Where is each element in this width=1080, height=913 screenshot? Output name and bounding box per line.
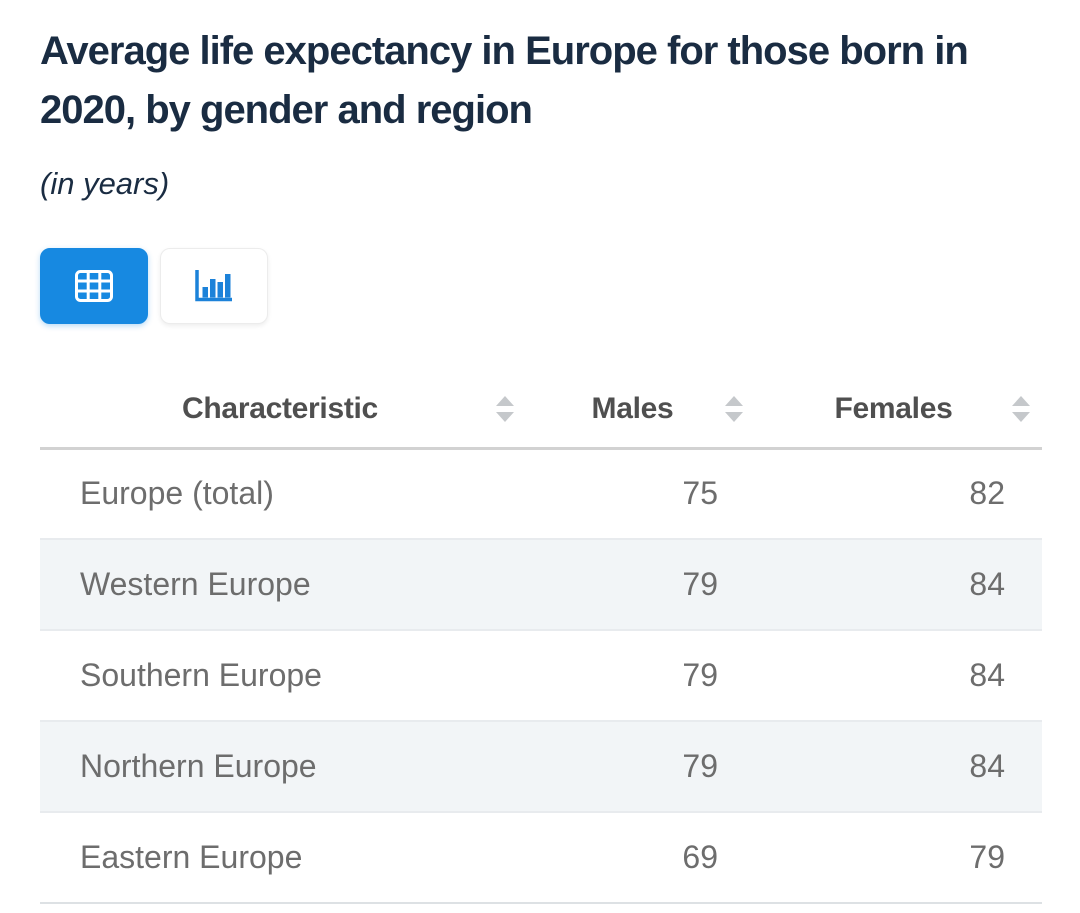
table-row: Northern Europe 79 84 bbox=[40, 721, 1042, 813]
characteristic-cell: Southern Europe bbox=[40, 630, 520, 722]
chart-view-button[interactable] bbox=[160, 248, 268, 324]
table-row: Southern Europe 79 84 bbox=[40, 630, 1042, 722]
males-value-cell: 79 bbox=[520, 539, 745, 631]
characteristic-cell: Europe (total) bbox=[40, 448, 520, 540]
females-value-cell: 84 bbox=[745, 539, 1042, 631]
males-value-cell: 79 bbox=[520, 630, 745, 722]
table-body: Europe (total) 75 82 Western Europe 79 8… bbox=[40, 448, 1042, 904]
table-row: Europe (total) 75 82 bbox=[40, 448, 1042, 540]
males-value-cell: 79 bbox=[520, 721, 745, 813]
table-row: Western Europe 79 84 bbox=[40, 539, 1042, 631]
page-title: Average life expectancy in Europe for th… bbox=[40, 29, 969, 132]
females-value-cell: 84 bbox=[745, 721, 1042, 813]
females-value-cell: 84 bbox=[745, 630, 1042, 722]
characteristic-cell: Western Europe bbox=[40, 539, 520, 631]
sort-arrows-icon bbox=[496, 395, 514, 422]
males-value-cell: 75 bbox=[520, 448, 745, 540]
column-header-label: Characteristic bbox=[182, 391, 378, 425]
males-value-cell: 69 bbox=[520, 812, 745, 904]
females-value-cell: 79 bbox=[745, 812, 1042, 904]
table-view-button[interactable] bbox=[40, 248, 148, 324]
data-table: Characteristic Males bbox=[40, 371, 1042, 904]
characteristic-cell: Northern Europe bbox=[40, 721, 520, 813]
characteristic-cell: Eastern Europe bbox=[40, 812, 520, 904]
sort-arrows-icon bbox=[1012, 395, 1030, 422]
page-subtitle: (in years) bbox=[40, 166, 170, 201]
table-grid-icon bbox=[75, 270, 113, 302]
table-header-row: Characteristic Males bbox=[40, 371, 1042, 450]
column-header-label: Females bbox=[834, 391, 953, 425]
column-header-males[interactable]: Males bbox=[520, 371, 745, 450]
bar-chart-icon bbox=[194, 268, 234, 304]
column-header-females[interactable]: Females bbox=[745, 371, 1042, 450]
table-header: Characteristic Males bbox=[40, 371, 1042, 450]
sort-arrows-icon bbox=[725, 395, 743, 422]
view-toggle bbox=[40, 248, 1042, 324]
column-header-characteristic[interactable]: Characteristic bbox=[40, 371, 520, 450]
column-header-label: Males bbox=[591, 391, 674, 425]
table-row: Eastern Europe 69 79 bbox=[40, 812, 1042, 904]
females-value-cell: 82 bbox=[745, 448, 1042, 540]
